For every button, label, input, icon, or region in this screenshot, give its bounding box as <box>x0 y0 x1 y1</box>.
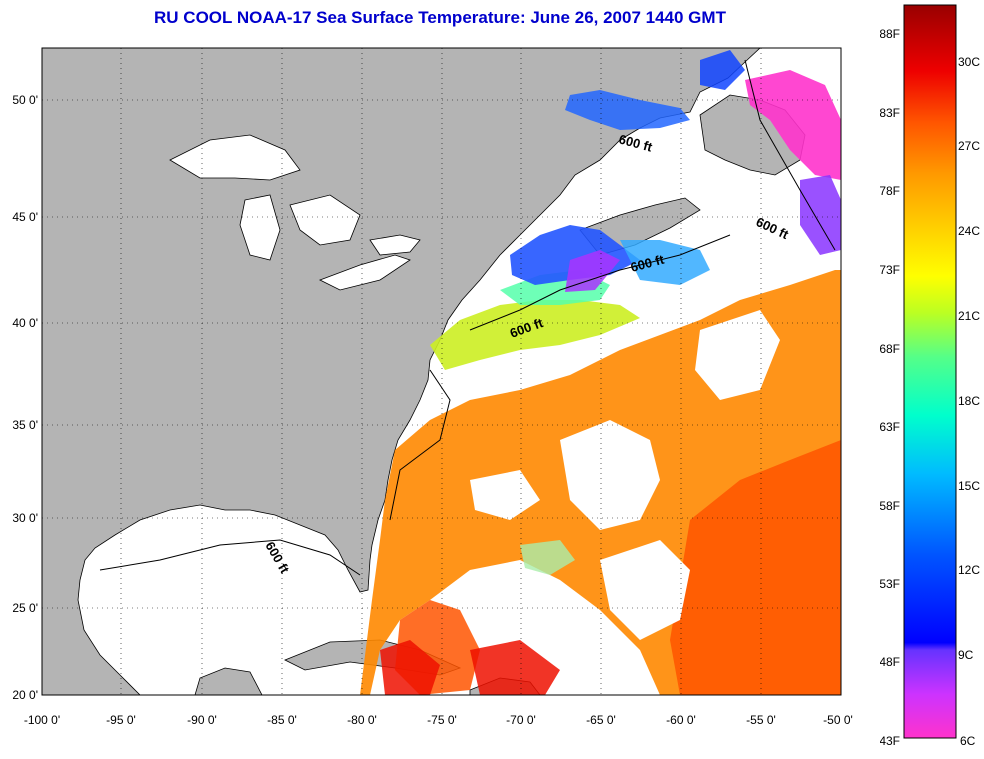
colorbar-f-label: 58F <box>880 499 900 513</box>
y-tick-label: 45 0' <box>12 210 38 224</box>
plot-frame <box>41 47 842 696</box>
colorbar-c-label: 9C <box>958 648 974 662</box>
colorbar-f-label: 78F <box>880 184 900 198</box>
x-tick-label: -50 0' <box>823 713 853 727</box>
colorbar-c-label: 24C <box>958 224 980 238</box>
x-tick-label: -55 0' <box>746 713 776 727</box>
y-tick-label: 40 0' <box>12 316 38 330</box>
x-tick-label: -90 0' <box>187 713 217 727</box>
colorbar-c-label: 27C <box>958 139 980 153</box>
sst-ne-blue <box>700 50 745 90</box>
sst-red-region <box>380 640 560 695</box>
isobath-600ft <box>99 59 836 576</box>
colorbar-f-label: 73F <box>880 263 900 277</box>
colorbar-f-label: 43F <box>880 734 900 748</box>
y-tick-label: 35 0' <box>12 418 38 432</box>
colorbar-f-label: 68F <box>880 342 900 356</box>
colorbar-f-label: 63F <box>880 420 900 434</box>
colorbar-c-label: 15C <box>958 479 980 493</box>
x-tick-label: -65 0' <box>586 713 616 727</box>
sst-light-patch <box>520 540 575 575</box>
x-tick-label: -100 0' <box>24 713 60 727</box>
colorbar-f-label: 48F <box>880 655 900 669</box>
colorbar-c-labels: 30C 27C 24C 21C 18C 15C 12C 9C 6C <box>958 55 980 748</box>
y-axis: 50 0' 45 0' 40 0' 35 0' 30 0' 25 0' 20 0… <box>12 93 38 702</box>
x-tick-label: -70 0' <box>506 713 536 727</box>
colorbar-f-labels: 88F 83F 78F 73F 68F 63F 58F 53F 48F 43F <box>879 27 900 748</box>
x-axis: -100 0' -95 0' -90 0' -85 0' -80 0' -75 … <box>24 713 853 727</box>
y-tick-label: 30 0' <box>12 511 38 525</box>
map-title: RU COOL NOAA-17 Sea Surface Temperature:… <box>154 8 726 27</box>
y-tick-label: 50 0' <box>12 93 38 107</box>
sst-labrador <box>745 70 841 180</box>
sst-st-lawrence <box>565 90 690 130</box>
map-grid <box>42 48 841 695</box>
colorbar-f-label: 53F <box>880 577 900 591</box>
cloud-gap <box>470 310 780 640</box>
y-tick-label: 25 0' <box>12 601 38 615</box>
sst-midatlantic <box>430 300 640 370</box>
sst-scotian-shelf <box>620 240 710 285</box>
x-tick-label: -60 0' <box>666 713 696 727</box>
great-lakes <box>169 134 421 291</box>
yucatan-land <box>194 667 263 695</box>
colorbar-f-label: 83F <box>880 106 900 120</box>
y-tick-label: 20 0' <box>12 688 38 702</box>
x-tick-label: -95 0' <box>106 713 136 727</box>
colorbar-f-label: 88F <box>880 27 900 41</box>
sst-ne-purple <box>800 175 841 255</box>
colorbar-c-label: 18C <box>958 394 980 408</box>
x-tick-label: -80 0' <box>347 713 377 727</box>
x-tick-label: -85 0' <box>267 713 297 727</box>
sst-nova-purple <box>565 250 620 292</box>
colorbar-c-label: 30C <box>958 55 980 69</box>
colorbar-ramp <box>903 4 957 739</box>
colorbar-c-label: 6C <box>960 734 976 748</box>
sst-hot-region <box>395 440 841 695</box>
sst-map: 600 ft 600 ft 600 ft 600 ft 600 ft -100 … <box>12 47 853 727</box>
colorbar-c-label: 21C <box>958 309 980 323</box>
colorbar-c-label: 12C <box>958 563 980 577</box>
x-tick-label: -75 0' <box>427 713 457 727</box>
colorbar: 88F 83F 78F 73F 68F 63F 58F 53F 48F 43F … <box>879 0 984 754</box>
